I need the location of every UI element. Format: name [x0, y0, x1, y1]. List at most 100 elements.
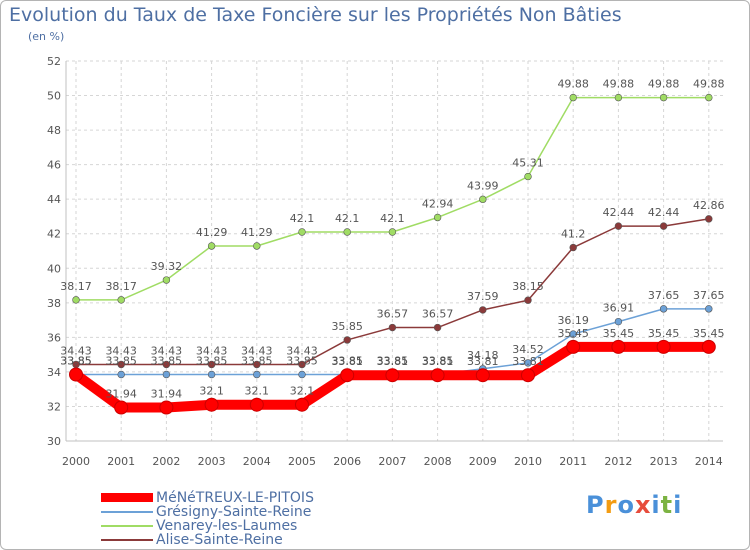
logo-letter: i [673, 491, 683, 519]
data-label-1: 33.85 [151, 355, 183, 368]
logo-letter: P [586, 491, 605, 519]
data-label-3: 34.43 [105, 344, 137, 357]
data-point-2 [524, 172, 532, 181]
data-label-1: 36.91 [603, 302, 635, 315]
data-label-3: 36.57 [377, 308, 409, 321]
data-label-2: 42.94 [422, 197, 454, 210]
logo-letter: x [634, 491, 652, 519]
data-point-0 [656, 339, 671, 354]
data-point-2 [433, 213, 442, 222]
x-tick-label: 2008 [424, 455, 452, 468]
data-point-3 [298, 360, 306, 369]
data-label-2: 49.88 [557, 78, 589, 91]
data-label-2: 38.17 [105, 280, 137, 293]
data-label-3: 38.15 [512, 280, 544, 293]
data-label-0: 33.81 [422, 355, 454, 368]
data-label-2: 42.1 [380, 212, 405, 225]
x-tick-label: 2005 [288, 455, 316, 468]
data-label-1: 33.85 [331, 355, 363, 368]
y-tick-label: 40 [47, 262, 61, 275]
legend-label-venarey: Venarey-les-Laumes [156, 518, 298, 534]
data-point-1 [659, 305, 668, 313]
data-point-2 [479, 195, 487, 204]
logo-letter: o [617, 491, 635, 519]
data-point-1 [614, 317, 623, 326]
data-label-3: 37.59 [467, 290, 499, 303]
data-label-0: 31.94 [105, 387, 137, 400]
data-label-3: 34.43 [151, 344, 183, 357]
data-label-2: 39.32 [151, 260, 183, 273]
data-point-2 [298, 228, 306, 236]
x-tick-label: 2000 [62, 455, 90, 468]
y-tick-label: 52 [47, 55, 61, 68]
data-point-0 [340, 368, 355, 383]
data-label-0: 33.85 [60, 355, 92, 368]
x-tick-label: 2001 [107, 455, 135, 468]
data-point-3 [524, 296, 532, 304]
y-tick-label: 46 [47, 159, 61, 172]
legend-swatch-alise [101, 539, 153, 541]
data-point-0 [521, 368, 535, 383]
plot-area [66, 61, 723, 441]
x-tick-label: 2007 [378, 455, 406, 468]
data-label-3: 34.43 [60, 344, 92, 357]
data-point-2 [659, 93, 668, 102]
data-label-1: 33.85 [60, 355, 92, 368]
data-label-0: 35.45 [693, 327, 725, 340]
data-label-3: 42.44 [603, 206, 635, 219]
data-label-1: 33.85 [286, 355, 318, 368]
data-point-2 [253, 242, 261, 250]
data-label-0: 33.81 [377, 355, 409, 368]
y-tick-label: 44 [47, 193, 61, 206]
data-point-0 [159, 400, 174, 415]
data-point-0 [204, 397, 219, 412]
data-label-2: 41.29 [196, 226, 228, 239]
data-point-0 [611, 339, 626, 354]
data-point-3 [479, 306, 487, 314]
data-point-0 [295, 397, 309, 412]
legend-swatch-venarey [101, 525, 153, 527]
data-label-3: 36.57 [422, 308, 454, 321]
proxiti-logo: Proxiti [586, 491, 682, 519]
logo-letter: r [604, 491, 618, 519]
data-label-1: 37.65 [648, 289, 680, 302]
data-point-3 [659, 222, 668, 230]
data-point-3 [162, 360, 171, 369]
data-label-3: 42.86 [693, 199, 725, 212]
data-point-0 [701, 339, 716, 354]
data-point-1 [162, 370, 171, 379]
data-point-0 [566, 339, 581, 354]
data-point-2 [388, 228, 397, 236]
data-point-0 [114, 400, 129, 415]
y-tick-label: 30 [47, 435, 61, 448]
data-label-3: 34.43 [241, 344, 273, 357]
x-tick-label: 2006 [333, 455, 361, 468]
data-label-0: 33.81 [467, 355, 499, 368]
data-point-3 [705, 215, 713, 223]
data-label-2: 42.1 [335, 212, 360, 225]
data-point-3 [388, 323, 397, 332]
data-point-2 [72, 296, 80, 304]
x-tick-label: 2014 [695, 455, 723, 468]
data-label-0: 35.45 [557, 327, 589, 340]
data-point-2 [705, 93, 713, 102]
data-label-0: 32.1 [290, 385, 315, 398]
legend-swatch-menetreux [101, 493, 153, 502]
data-point-3 [569, 243, 577, 252]
y-axis-unit-label: (en %) [28, 30, 65, 43]
data-label-2: 49.88 [603, 78, 635, 91]
logo-letter: i [651, 491, 661, 519]
x-tick-label: 2003 [198, 455, 226, 468]
data-point-3 [614, 222, 623, 230]
data-label-1: 34.18 [467, 349, 499, 362]
chart-title: Evolution du Taux de Taxe Foncière sur l… [9, 4, 622, 26]
x-tick-label: 2012 [604, 455, 632, 468]
data-label-3: 34.43 [286, 344, 318, 357]
data-point-2 [569, 93, 577, 102]
legend-label-gresigny: Grésigny-Sainte-Reine [156, 504, 312, 520]
data-label-1: 34.52 [512, 343, 544, 356]
data-point-3 [207, 360, 216, 369]
data-label-0: 32.1 [245, 385, 270, 398]
data-point-1 [253, 370, 261, 379]
